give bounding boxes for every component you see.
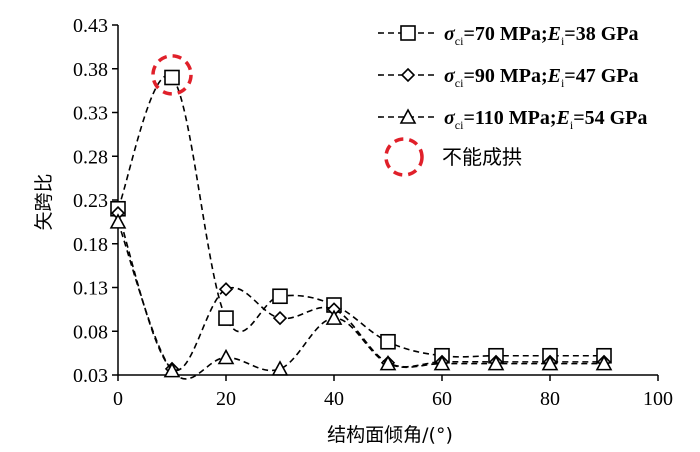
data-point — [325, 309, 343, 325]
legend-highlight-circle — [384, 137, 424, 177]
highlight-layer — [151, 54, 193, 96]
data-point — [433, 354, 451, 371]
x-axis-title: 结构面倾角/(°) — [327, 424, 453, 446]
x-tick-label: 100 — [643, 388, 673, 410]
legend: σci=70 MPa;Ei=38 GPa σci=90 MPa;Ei=47 GPa… — [378, 23, 647, 177]
data-point — [380, 333, 396, 350]
y-tick-label: 0.03 — [73, 365, 108, 387]
series-line — [117, 212, 604, 372]
y-tick-label: 0.23 — [73, 190, 108, 212]
series-diamond — [110, 205, 612, 377]
data-point — [487, 354, 505, 371]
x-tick-label: 0 — [113, 388, 123, 410]
data-point — [218, 310, 234, 326]
legend-item: σci=70 MPa;Ei=38 GPa — [378, 23, 638, 48]
legend-marker — [400, 67, 416, 83]
data-point — [272, 310, 288, 326]
y-tick-label: 0.08 — [73, 321, 108, 343]
y-tick-label: 0.13 — [73, 278, 108, 300]
y-tick-label: 0.38 — [73, 59, 108, 81]
x-tick-label: 40 — [324, 388, 344, 410]
data-point — [271, 360, 289, 376]
data-point — [164, 69, 180, 86]
series-layer — [109, 69, 613, 380]
highlight-circle — [151, 54, 193, 96]
data-point — [109, 213, 127, 229]
legend-marker — [399, 108, 417, 124]
y-tick-label: 0.28 — [73, 146, 108, 168]
x-tick-label: 60 — [432, 388, 452, 410]
y-tick-label: 0.33 — [73, 103, 108, 125]
legend-highlight-label: 不能成拱 — [442, 145, 522, 169]
y-axis-title: 矢跨比 — [33, 173, 55, 230]
x-tick-label: 20 — [216, 388, 236, 410]
y-tick-label: 0.43 — [73, 15, 108, 37]
data-point — [541, 354, 559, 371]
axes: 0.03 0.08 0.13 0.18 0.23 0.28 0.33 0.38 0.43 0 20 4… — [73, 15, 673, 410]
legend-item-highlight: 不能成拱 — [384, 137, 522, 177]
legend-label: σci=70 MPa;Ei=38 GPa — [444, 23, 638, 48]
x-tick-label: 80 — [540, 388, 560, 410]
legend-marker — [400, 25, 416, 41]
legend-label: σci=110 MPa;Ei=54 GPa — [444, 107, 647, 132]
data-point — [272, 288, 288, 305]
series-triangle — [109, 213, 613, 380]
y-tick-label: 0.18 — [73, 234, 108, 256]
legend-item: σci=110 MPa;Ei=54 GPa — [378, 107, 647, 132]
legend-label: σci=90 MPa;Ei=47 GPa — [444, 65, 638, 90]
data-point — [379, 354, 397, 371]
data-point — [218, 282, 234, 297]
data-point — [163, 361, 181, 378]
legend-item: σci=90 MPa;Ei=47 GPa — [378, 65, 638, 90]
data-point — [595, 354, 613, 371]
data-point — [217, 348, 235, 365]
